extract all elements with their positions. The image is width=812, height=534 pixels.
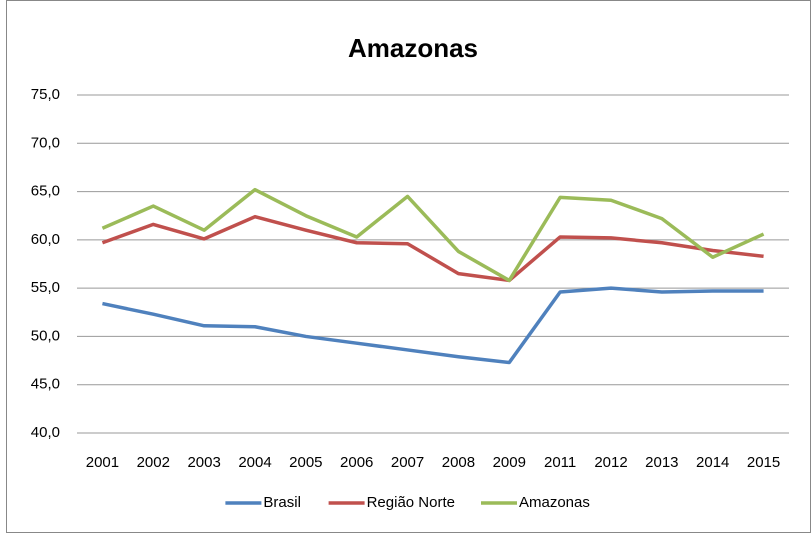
x-tick-label: 2012 <box>594 454 627 471</box>
x-tick-label: 2004 <box>238 454 271 471</box>
legend-label: Região Norte <box>367 494 455 511</box>
x-tick-label: 2007 <box>391 454 424 471</box>
y-tick-label: 45,0 <box>31 376 60 393</box>
chart-border <box>6 0 811 533</box>
y-tick-label: 40,0 <box>31 424 60 441</box>
y-tick-label: 65,0 <box>31 183 60 200</box>
x-tick-label: 2003 <box>187 454 220 471</box>
y-tick-label: 60,0 <box>31 231 60 248</box>
y-tick-label: 75,0 <box>31 86 60 103</box>
y-tick-label: 50,0 <box>31 327 60 344</box>
legend-label: Brasil <box>263 494 301 511</box>
x-tick-label: 2006 <box>340 454 373 471</box>
chart-title: Amazonas <box>348 33 478 63</box>
x-tick-label: 2013 <box>645 454 678 471</box>
x-tick-label: 2008 <box>442 454 475 471</box>
series-line <box>101 214 764 283</box>
x-tick-label: 2009 <box>493 454 526 471</box>
series-line <box>101 187 765 283</box>
series-line <box>102 286 764 365</box>
y-tick-label: 55,0 <box>31 279 60 296</box>
x-tick-label: 2002 <box>137 454 170 471</box>
x-tick-label: 2014 <box>696 454 729 471</box>
x-tick-label: 2015 <box>747 454 780 471</box>
legend-label: Amazonas <box>519 494 590 511</box>
x-tick-label: 2005 <box>289 454 322 471</box>
y-tick-label: 70,0 <box>31 134 60 151</box>
x-tick-label: 2001 <box>86 454 119 471</box>
x-tick-label: 2011 <box>544 454 576 471</box>
